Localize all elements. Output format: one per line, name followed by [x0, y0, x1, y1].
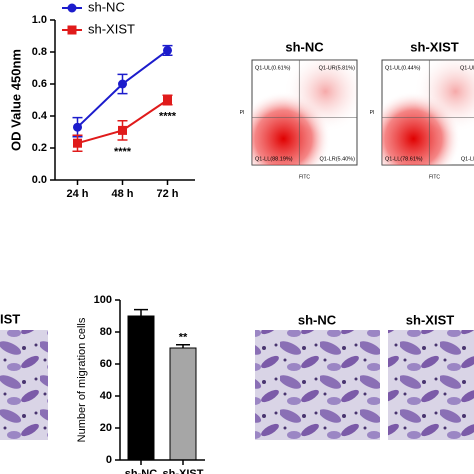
panel-title: sh-XIST [410, 39, 458, 54]
quadrant-label: Q1-LL(78.61%) [385, 156, 423, 162]
x-axis-label: FITC [299, 174, 310, 180]
micrograph [0, 330, 48, 440]
y-tick-label: 80 [100, 326, 112, 338]
marker [163, 95, 172, 105]
quadrant-label: Q1-LR(5.40%) [320, 156, 356, 162]
x-tick-label: 72 h [156, 188, 178, 200]
bar [169, 347, 197, 461]
legend-marker [67, 25, 77, 35]
annotation: ** [179, 332, 188, 344]
x-tick-label: 24 h [66, 188, 88, 200]
quadrant-label: Q1-UR(10 [460, 65, 474, 71]
y-tick-label: 0.0 [32, 174, 47, 186]
panel-title: sh-NC [298, 312, 337, 327]
y-axis-label: Number of migration cells [76, 317, 88, 442]
marker [163, 45, 172, 55]
x-tick-label: sh-XIST [163, 468, 204, 474]
error-bar [134, 308, 148, 316]
micrograph [255, 330, 380, 440]
y-tick-label: 0.2 [32, 142, 47, 154]
y-tick-label: 40 [100, 390, 112, 402]
micrograph [388, 330, 474, 440]
y-tick-label: 20 [100, 422, 112, 434]
flow-cytometry: sh-NC Q1-UL(0.61%) Q1-UR(5.81%) Q1-LL(88.19… [240, 39, 474, 180]
y-axis-label: PI [370, 110, 375, 116]
y-tick-label: 60 [100, 358, 112, 370]
quadrant-label: Q1-LR(10 [461, 156, 474, 162]
y-axis-label: OD Value 450nm [8, 49, 23, 151]
x-tick-label: 48 h [111, 188, 133, 200]
legend-label: sh-XIST [88, 21, 135, 36]
microscopy: IST sh-NC sh-XIST [0, 311, 474, 440]
y-tick-label: 0.8 [32, 46, 47, 58]
events [382, 60, 474, 165]
panel-title: sh-XIST [406, 312, 454, 327]
y-tick-label: 0.6 [32, 78, 47, 90]
marker [118, 79, 127, 89]
x-axis-label: FITC [429, 174, 440, 180]
quadrant-label: Q1-UL(0.61%) [255, 65, 291, 71]
annotation: **** [159, 111, 177, 123]
marker [73, 138, 82, 148]
legend-marker [67, 3, 77, 13]
panel-title: sh-NC [285, 39, 324, 54]
panel-title: IST [0, 311, 20, 326]
quadrant-label: Q1-UL(0.44%) [385, 65, 421, 71]
annotation: **** [114, 146, 132, 158]
y-tick-label: 0 [106, 454, 112, 466]
x-tick-label: sh-NC [125, 468, 157, 474]
marker [73, 122, 82, 132]
quadrant-label: Q1-LL(88.19%) [255, 156, 293, 162]
y-tick-label: 1.0 [32, 14, 47, 26]
events [252, 60, 357, 165]
y-tick-label: 0.4 [32, 110, 48, 122]
marker [118, 125, 127, 135]
quadrant-label: Q1-UR(5.81%) [319, 65, 356, 71]
y-axis-label: PI [240, 110, 245, 116]
y-tick-label: 100 [94, 294, 112, 306]
error-bar [176, 344, 190, 348]
legend-label: sh-NC [88, 0, 125, 14]
bar [127, 315, 155, 461]
